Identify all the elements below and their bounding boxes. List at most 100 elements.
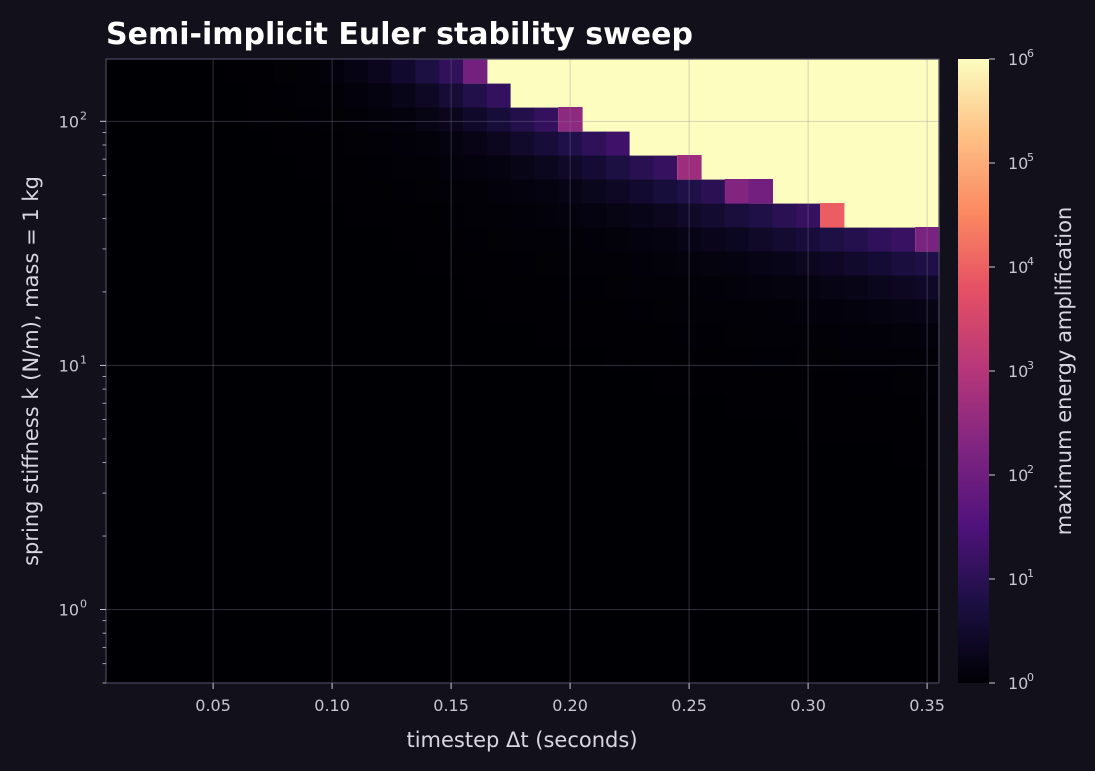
heatmap-cell: [177, 131, 202, 156]
heatmap-cell: [605, 371, 631, 396]
heatmap-cell: [772, 323, 797, 348]
heatmap-cell: [605, 539, 631, 564]
heatmap-cell: [486, 515, 512, 540]
heatmap-cell: [439, 323, 464, 348]
heatmap-cell: [415, 659, 440, 684]
heatmap-cell: [724, 275, 750, 300]
heatmap-cell: [344, 467, 369, 492]
heatmap-cell: [177, 419, 202, 444]
heatmap-cell: [558, 155, 583, 180]
heatmap-cell: [201, 131, 226, 156]
heatmap-cell: [534, 203, 559, 228]
heatmap-cell: [653, 491, 678, 516]
heatmap-cell: [820, 299, 845, 324]
heatmap-cell: [201, 59, 226, 84]
heatmap-cell: [820, 347, 845, 372]
heatmap-cell: [248, 659, 274, 684]
colorbar-tick-label: 10: [1008, 154, 1028, 173]
heatmap-cell: [296, 251, 321, 276]
heatmap-cell: [582, 83, 607, 108]
colorbar-tick-exponent: 1: [1027, 567, 1034, 580]
heatmap-cell: [225, 275, 250, 300]
heatmap-cell: [296, 179, 321, 204]
heatmap-cell: [153, 155, 178, 180]
heatmap-cell: [796, 491, 821, 516]
heatmap-cell: [201, 179, 226, 204]
heatmap-cell: [486, 635, 512, 660]
heatmap-cell: [272, 59, 297, 84]
heatmap-cell: [391, 635, 416, 660]
heatmap-cell: [367, 275, 393, 300]
heatmap-cell: [367, 611, 393, 636]
heatmap-cell: [915, 515, 940, 540]
heatmap-cell: [653, 539, 678, 564]
heatmap-cell: [106, 83, 131, 108]
heatmap-cell: [177, 155, 202, 180]
heatmap-cell: [296, 299, 321, 324]
heatmap-cell: [320, 59, 345, 84]
heatmap-cell: [748, 347, 773, 372]
heatmap-cell: [391, 347, 416, 372]
heatmap-cell: [344, 275, 369, 300]
heatmap-cell: [605, 467, 631, 492]
heatmap-cell: [891, 347, 916, 372]
heatmap-cell: [177, 563, 202, 588]
heatmap-cell: [677, 491, 702, 516]
heatmap-cell: [772, 491, 797, 516]
heatmap-cell: [748, 323, 773, 348]
heatmap-cell: [891, 491, 916, 516]
heatmap-cell: [344, 515, 369, 540]
heatmap-cell: [106, 467, 131, 492]
x-axis-label: timestep Δt (seconds): [406, 728, 637, 752]
heatmap-cell: [653, 563, 678, 588]
heatmap-cell: [605, 395, 631, 420]
heatmap-cell: [605, 203, 631, 228]
heatmap-cell: [724, 323, 750, 348]
heatmap-cell: [582, 227, 607, 252]
heatmap-cell: [320, 659, 345, 684]
heatmap-cell: [344, 83, 369, 108]
colorbar-tick-label: 10: [1008, 258, 1028, 277]
heatmap-cell: [177, 515, 202, 540]
heatmap-cell: [534, 659, 559, 684]
heatmap-cell: [439, 203, 464, 228]
heatmap-cell: [582, 131, 607, 156]
heatmap-cell: [272, 635, 297, 660]
heatmap-cell: [486, 467, 512, 492]
heatmap-cell: [201, 539, 226, 564]
heatmap-cell: [534, 299, 559, 324]
heatmap-cell: [582, 59, 607, 84]
heatmap-cell: [534, 587, 559, 612]
heatmap-cell: [367, 419, 393, 444]
heatmap-cell: [415, 275, 440, 300]
heatmap-cell: [629, 635, 654, 660]
heatmap-cell: [701, 395, 726, 420]
heatmap-cell: [486, 395, 512, 420]
heatmap-cell: [201, 395, 226, 420]
heatmap-cell: [843, 539, 869, 564]
heatmap-cell: [344, 107, 369, 132]
heatmap-cell: [296, 323, 321, 348]
heatmap-cell: [463, 155, 488, 180]
heatmap-cell: [796, 83, 821, 108]
heatmap-cell: [225, 659, 250, 684]
heatmap-cell: [391, 371, 416, 396]
heatmap-cell: [558, 251, 583, 276]
y-tick-label: 10: [59, 601, 79, 620]
heatmap-cell: [177, 83, 202, 108]
heatmap-cell: [558, 59, 583, 84]
y-tick-label: 10: [59, 356, 79, 375]
heatmap-cell: [701, 491, 726, 516]
heatmap-cell: [701, 635, 726, 660]
heatmap-cell: [510, 107, 535, 132]
heatmap-cell: [439, 155, 464, 180]
heatmap-cell: [153, 131, 178, 156]
heatmap-cell: [510, 371, 535, 396]
heatmap-cell: [724, 347, 750, 372]
heatmap-cell: [582, 419, 607, 444]
heatmap-cell: [106, 203, 131, 228]
heatmap-cell: [296, 563, 321, 588]
heatmap-cell: [510, 179, 535, 204]
heatmap-cell: [415, 515, 440, 540]
colorbar-tick-exponent: 4: [1027, 255, 1034, 268]
